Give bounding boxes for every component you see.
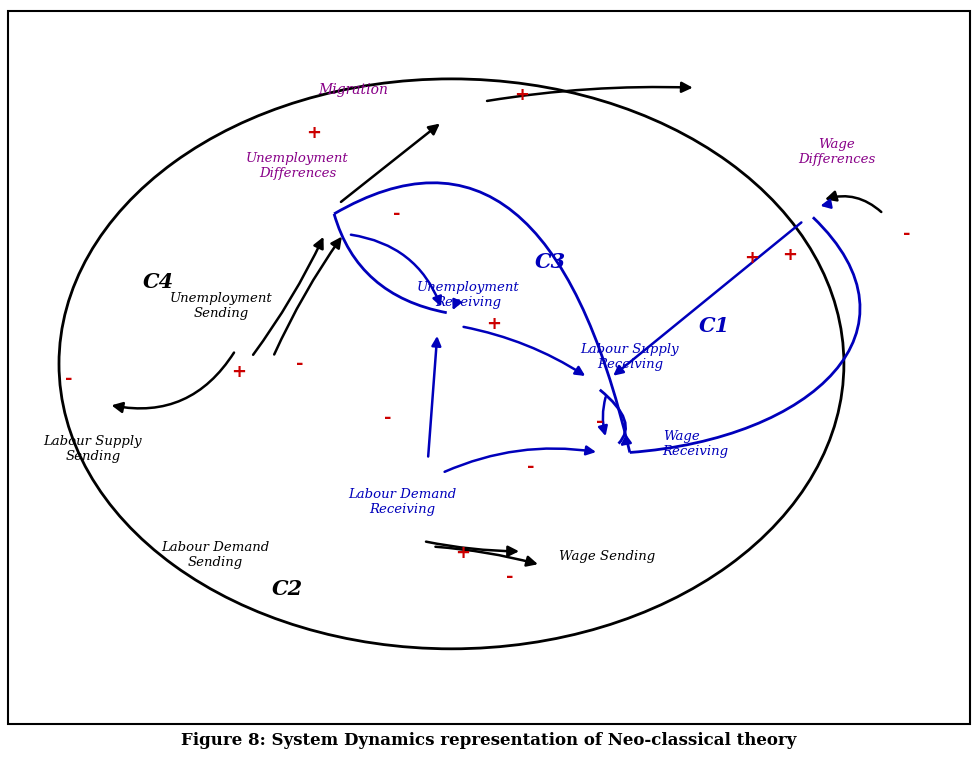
Text: Unemployment
Receiving: Unemployment Receiving xyxy=(416,281,519,309)
Text: C4: C4 xyxy=(143,272,174,292)
Text: Wage
Receiving: Wage Receiving xyxy=(662,430,728,458)
Text: -: - xyxy=(295,355,303,373)
Text: +: + xyxy=(231,363,245,381)
Text: +: + xyxy=(486,316,500,333)
Text: Labour Demand
Receiving: Labour Demand Receiving xyxy=(348,488,456,516)
Text: C3: C3 xyxy=(533,251,565,272)
Text: Figure 8: System Dynamics representation of Neo-classical theory: Figure 8: System Dynamics representation… xyxy=(181,732,796,749)
Text: Wage Sending: Wage Sending xyxy=(559,549,655,562)
Text: +: + xyxy=(454,545,470,562)
Text: -: - xyxy=(393,205,401,223)
Text: +: + xyxy=(514,86,529,103)
Text: Migration: Migration xyxy=(318,83,388,97)
Text: -: - xyxy=(527,459,534,476)
Text: Wage
Differences: Wage Differences xyxy=(797,138,874,166)
Text: -: - xyxy=(595,413,603,430)
Text: Unemployment
Sending: Unemployment Sending xyxy=(170,292,273,319)
Text: C2: C2 xyxy=(272,579,303,599)
Text: Labour Supply
Receiving: Labour Supply Receiving xyxy=(580,342,678,371)
Text: Labour Supply
Sending: Labour Supply Sending xyxy=(43,435,142,463)
Text: +: + xyxy=(782,246,796,264)
Text: Unemployment
Differences: Unemployment Differences xyxy=(246,152,349,180)
Text: +: + xyxy=(306,124,320,142)
Text: Labour Demand
Sending: Labour Demand Sending xyxy=(160,541,269,569)
Text: -: - xyxy=(505,568,513,585)
Text: -: - xyxy=(383,409,391,427)
Text: -: - xyxy=(902,225,910,244)
Text: C1: C1 xyxy=(698,316,729,336)
Text: +: + xyxy=(743,249,758,267)
Text: -: - xyxy=(64,370,72,388)
